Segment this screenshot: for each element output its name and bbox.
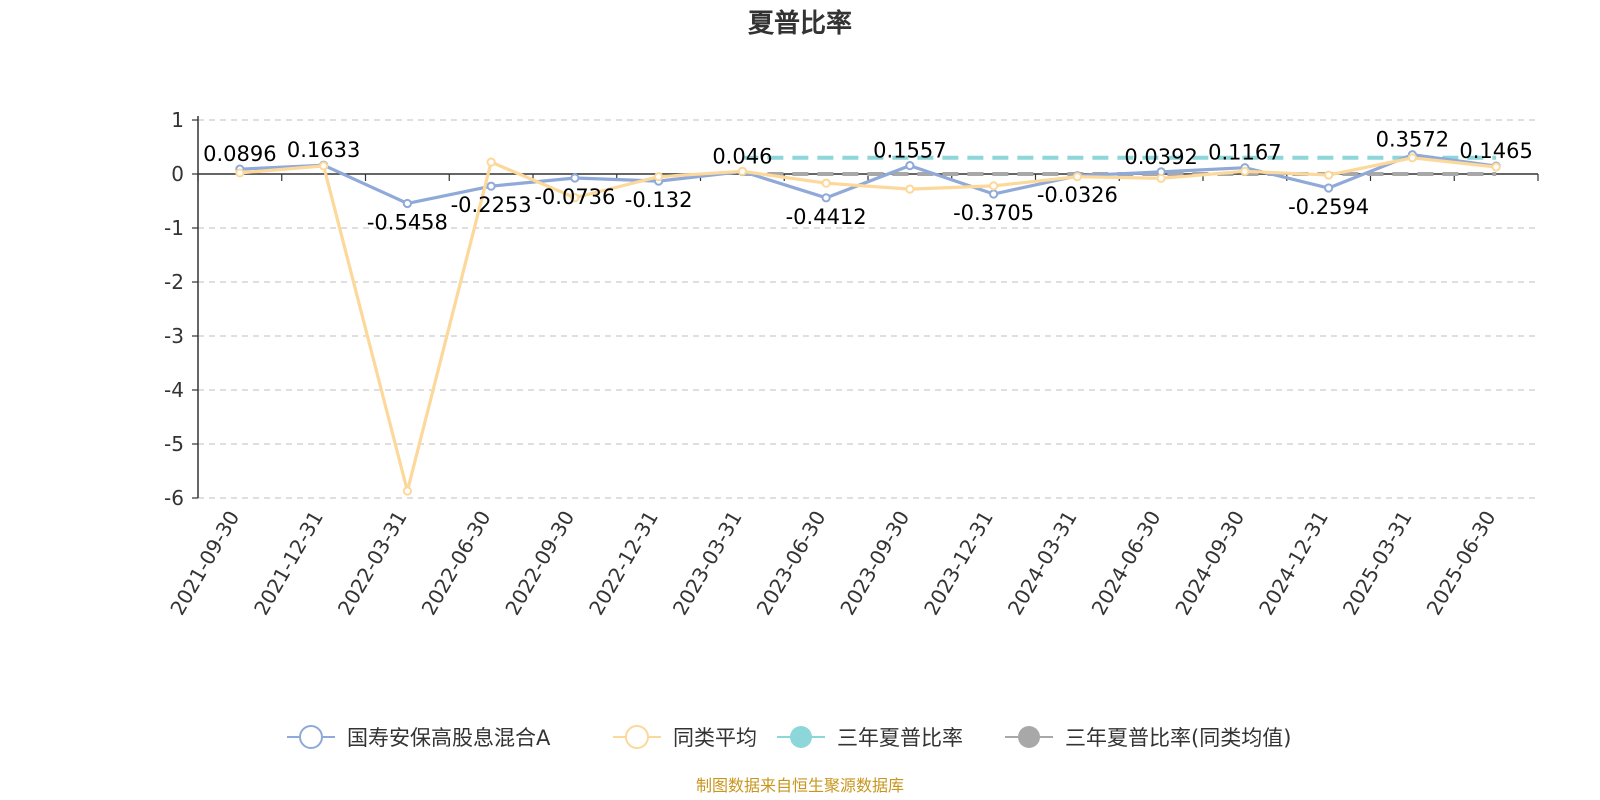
chart-title: 夏普比率: [748, 8, 852, 39]
x-tick-label: 2025-06-30: [1422, 507, 1501, 620]
data-label: 0.3572: [1376, 128, 1449, 152]
legend-item-2: 三年夏普比率: [777, 726, 963, 750]
x-tick-label: 2024-09-30: [1170, 507, 1249, 620]
data-point: [989, 189, 999, 199]
data-point: [402, 486, 412, 496]
data-point: [1324, 170, 1334, 180]
data-point: [402, 198, 412, 209]
data-label: 0.1633: [287, 138, 360, 162]
data-point: [1324, 183, 1334, 193]
y-tick-label: -2: [164, 270, 184, 294]
x-tick-label: 2024-03-31: [1003, 507, 1082, 620]
x-tick-label: 2022-06-30: [417, 507, 496, 620]
series-line-1: [239, 156, 1497, 493]
x-tick-label: 2024-06-30: [1087, 507, 1166, 620]
data-labels: 0.0896 0.1633 -0.5458-0.2253 -0.0736 -0.132 0…: [203, 128, 1533, 235]
y-tick-label: 0: [171, 162, 184, 186]
series-layer: [235, 150, 1501, 496]
data-label: 0.0392: [1124, 145, 1197, 169]
data-label: -0.3705: [953, 201, 1034, 225]
y-tick-label: -3: [164, 324, 184, 348]
data-point: [1240, 166, 1250, 176]
data-label: 0.1465: [1459, 139, 1532, 163]
legend-item-0: 国寿安保高股息混合A: [287, 725, 551, 750]
series-line-0: [239, 153, 1497, 206]
data-label: -0.0326: [1037, 183, 1118, 207]
data-point: [905, 184, 915, 194]
data-label: -0.5458: [367, 210, 448, 234]
data-point: [235, 168, 245, 178]
data-point: [737, 166, 747, 176]
x-tick-label: 2021-09-30: [165, 507, 244, 620]
legend-item-1: 同类平均: [613, 725, 757, 750]
legend: 国寿安保高股息混合A 同类平均 三年夏普比率 三年夏普比率(同类均值): [287, 725, 1291, 750]
legend-label: 同类平均: [673, 726, 757, 750]
data-point: [821, 193, 831, 203]
legend-marker: [299, 725, 323, 749]
legend-marker: [790, 726, 812, 748]
x-tick-label: 2022-03-31: [333, 507, 412, 620]
data-point: [1407, 153, 1417, 163]
x-tick-label: 2024-12-31: [1254, 507, 1333, 620]
x-tick-label: 2023-12-31: [919, 507, 998, 620]
legend-label: 三年夏普比率: [837, 726, 963, 750]
data-point: [654, 172, 664, 182]
x-tick-label: 2022-12-31: [584, 507, 663, 620]
data-point: [570, 193, 580, 203]
data-point: [486, 157, 496, 167]
data-point: [486, 181, 496, 191]
data-point: [1072, 172, 1082, 182]
legend-label: 三年夏普比率(同类均值): [1065, 726, 1291, 750]
data-label: 0.046: [712, 145, 772, 169]
y-tick-label: -1: [164, 216, 184, 240]
data-point: [1156, 173, 1166, 183]
legend-marker: [625, 725, 649, 749]
data-label: 0.1167: [1208, 141, 1281, 165]
y-tick-label: -4: [164, 378, 184, 402]
data-label: -0.4412: [786, 205, 867, 229]
x-tick-label: 2025-03-31: [1338, 507, 1417, 620]
x-tick-label: 2023-06-30: [752, 507, 831, 620]
data-label: -0.2253: [451, 193, 532, 217]
y-tick-label: -6: [164, 486, 184, 510]
data-point: [905, 160, 915, 171]
data-point: [319, 161, 329, 171]
x-tick-label: 2022-09-30: [500, 507, 579, 620]
legend-item-3: 三年夏普比率(同类均值): [1005, 726, 1291, 750]
data-label: -0.132: [625, 188, 693, 212]
data-point: [989, 181, 999, 191]
x-tick-label: 2023-09-30: [835, 507, 914, 620]
data-label: -0.0736: [534, 185, 615, 209]
legend-label: 国寿安保高股息混合A: [347, 726, 551, 750]
data-label: -0.2594: [1288, 195, 1369, 219]
legend-marker: [1018, 726, 1040, 748]
data-point: [570, 173, 580, 183]
data-point: [821, 178, 831, 188]
data-label: 0.0896: [203, 142, 276, 166]
y-tick-label: 1: [171, 108, 184, 132]
source-note: 制图数据来自恒生聚源数据库: [696, 776, 904, 795]
data-point: [1491, 162, 1501, 172]
x-tick-label: 2023-03-31: [668, 507, 747, 620]
y-tick-label: -5: [164, 432, 184, 456]
grid: [198, 119, 1538, 499]
x-tick-label: 2021-12-31: [249, 507, 328, 620]
data-label: 0.1557: [873, 139, 946, 163]
